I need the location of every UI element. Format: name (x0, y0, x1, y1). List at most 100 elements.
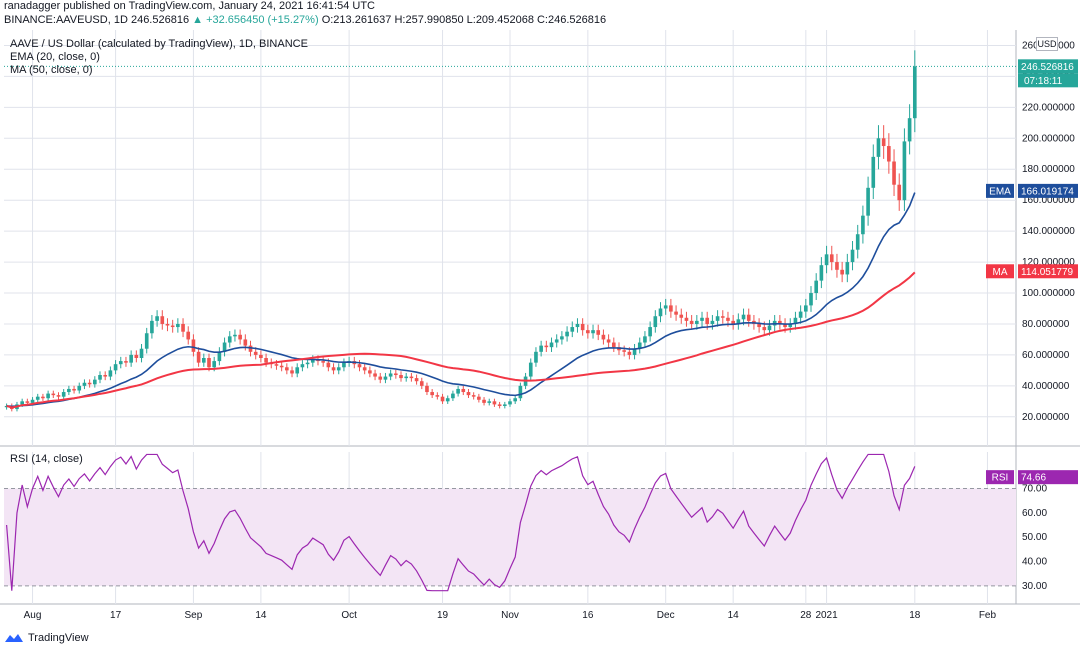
candle-body (819, 265, 824, 281)
candle-body (549, 342, 554, 348)
candle-body (305, 362, 310, 365)
legend-ma[interactable]: MA (50, close, 0) (10, 64, 93, 76)
candle-body (663, 305, 668, 309)
candle-body (87, 382, 92, 385)
candle-body (113, 364, 118, 371)
price-tick-label: 140.000000 (1022, 226, 1075, 237)
time-tick-label: Sep (185, 610, 203, 621)
candle-body (98, 375, 102, 380)
candle-body (643, 336, 647, 343)
candle-body (720, 316, 725, 318)
candle-body (477, 396, 481, 400)
candle-body (502, 404, 507, 406)
candle-body (845, 262, 850, 275)
candle-body (575, 323, 580, 328)
candle-body (757, 323, 761, 328)
candle-body (425, 385, 429, 393)
candle-body (689, 320, 694, 324)
ma-tag-value-box (1018, 264, 1078, 279)
candle-body (25, 401, 30, 403)
candle-body (378, 376, 383, 380)
candle-body (632, 348, 637, 355)
candle-body (902, 141, 907, 201)
price-tick-label: 220.000000 (1022, 102, 1075, 113)
candle-body (139, 348, 144, 358)
rsi-tag-value: 74.66 (1021, 473, 1046, 484)
candle-body (736, 319, 741, 324)
candle-body (627, 351, 632, 355)
candle-body (829, 254, 834, 263)
candle-body (534, 351, 538, 363)
candle-body (487, 401, 492, 403)
ma-tag-label: MA (993, 267, 1008, 278)
candle-body (430, 392, 434, 396)
candle-body (56, 395, 61, 397)
candle-body (170, 325, 175, 328)
rsi-tick-label: 50.00 (1022, 532, 1047, 543)
candle-body (565, 331, 569, 337)
legend-ema[interactable]: EMA (20, close, 0) (10, 51, 100, 63)
candle-body (622, 350, 626, 352)
price-tick-label: 60.000000 (1022, 350, 1070, 361)
candle-body (181, 323, 185, 332)
candle-body (35, 396, 40, 400)
candle-body (518, 385, 523, 399)
candle-body (907, 118, 912, 142)
chart-legend: AAVE / US Dollar (calculated by TradingV… (10, 38, 308, 77)
candle-body (482, 399, 486, 403)
rsi-tick-label: 70.00 (1022, 484, 1047, 495)
candle-body (539, 345, 543, 352)
price-tag-value: 246.526816 (1021, 62, 1074, 73)
candle-body (394, 373, 398, 376)
candle-body (866, 187, 870, 216)
candle-body (259, 354, 263, 358)
candle-body (731, 320, 735, 324)
candle-body (373, 373, 377, 377)
candle-body (798, 311, 803, 318)
candle-body (46, 393, 50, 399)
candle-body (591, 330, 595, 334)
candle-body (445, 398, 450, 402)
candle-body (93, 379, 97, 385)
candle-body (212, 361, 217, 368)
time-tick-label: 16 (582, 610, 594, 621)
candle-body (793, 317, 798, 324)
time-tick-label: Dec (657, 610, 675, 621)
candle-body (461, 388, 466, 393)
candle-body (176, 323, 180, 328)
ohlc-text: O:213.261637 H:257.990850 L:209.452068 C… (321, 14, 607, 26)
candle-body (77, 385, 82, 391)
candle-body (414, 378, 419, 382)
candle-body (580, 323, 585, 331)
candle-body (788, 323, 793, 328)
candle-body (41, 396, 45, 399)
candle-body (570, 327, 575, 332)
candle-body (726, 317, 730, 321)
candle-body (342, 362, 346, 368)
currency-label[interactable]: USD (1036, 37, 1058, 51)
candle-body (554, 339, 559, 343)
candle-body (601, 334, 606, 340)
price-tick-label: 100.000000 (1022, 288, 1075, 299)
candle-body (118, 361, 123, 365)
candle-body (809, 293, 813, 306)
rsi-band (4, 488, 1016, 586)
candle-body (887, 146, 891, 162)
candle-body (51, 393, 56, 396)
candle-body (336, 367, 341, 371)
candle-body (30, 399, 35, 403)
candle-body (409, 376, 414, 379)
candle-body (435, 395, 440, 397)
candle-body (326, 362, 331, 368)
candle-body (456, 388, 460, 394)
candle-body (466, 392, 471, 396)
candle-body (700, 317, 704, 321)
candle-body (201, 358, 206, 363)
candle-body (492, 401, 497, 405)
candle-body (295, 367, 300, 374)
candle-body (674, 311, 678, 315)
candle-body (124, 361, 128, 363)
candle-body (471, 395, 476, 397)
time-tick-label: 19 (437, 610, 449, 621)
